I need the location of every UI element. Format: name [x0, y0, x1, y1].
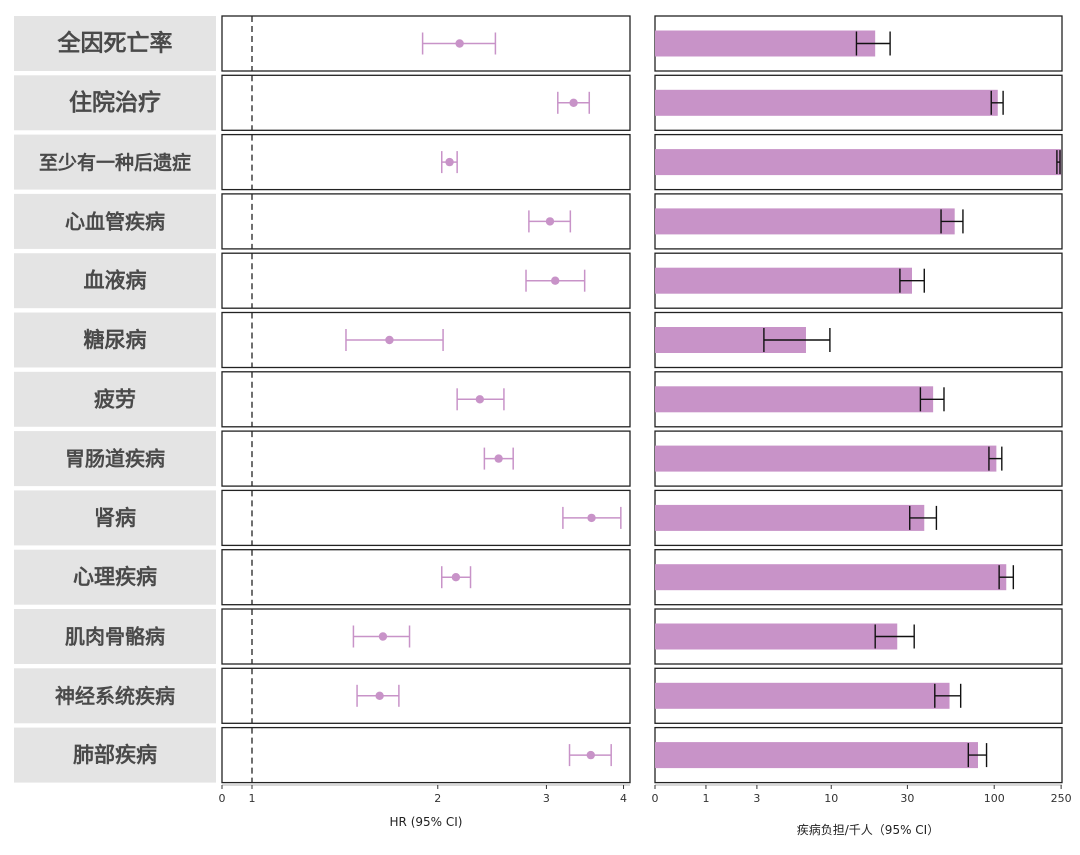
burden-tick-label: 10 — [824, 792, 838, 805]
row-label-box — [14, 16, 216, 71]
burden-bar — [655, 208, 955, 235]
row-label: 全因死亡率 — [57, 30, 173, 57]
hr-point — [545, 217, 555, 226]
hr-panel-frame — [221, 726, 631, 784]
hazard-ratio-panel — [221, 15, 631, 784]
hr-panel-frame — [221, 489, 631, 547]
hr-panel-frame — [221, 430, 631, 487]
row-label-box — [14, 253, 216, 309]
burden-bar — [655, 623, 898, 650]
row-label-box — [14, 312, 216, 368]
burden-bar — [655, 504, 925, 531]
burden-tick-label: 1 — [702, 792, 709, 805]
burden-bar — [655, 564, 1007, 591]
row-label-box — [14, 431, 216, 487]
row-label-box — [14, 609, 216, 664]
row-label: 住院治疗 — [69, 89, 161, 116]
hr-panel-frame — [221, 608, 631, 665]
burden-bar — [655, 445, 997, 472]
burden-tick-label: 3 — [753, 792, 760, 805]
row-label: 心理疾病 — [73, 565, 157, 589]
burden-bar — [655, 742, 978, 769]
hr-point — [451, 573, 461, 582]
hr-tick-label: 0 — [219, 792, 226, 805]
row-label: 神经系统疾病 — [55, 684, 175, 708]
row-label: 糖尿病 — [84, 328, 147, 352]
row-label-box — [14, 371, 216, 427]
row-label-box — [14, 727, 216, 783]
hr-point — [569, 98, 578, 108]
hr-point — [587, 513, 596, 523]
burden-tick-label: 30 — [900, 792, 914, 805]
hr-point — [494, 454, 503, 463]
row-label: 肺部疾病 — [73, 743, 157, 767]
row-label-box — [14, 75, 216, 131]
row-label: 肌肉骨骼病 — [65, 625, 165, 649]
burden-bar — [655, 30, 876, 57]
row-labels: 全因死亡率住院治疗至少有一种后遗症心血管疾病血液病糖尿病疲劳胃肠道疾病肾病心理疾… — [14, 16, 216, 783]
row-label-box — [14, 549, 216, 605]
hr-point — [455, 39, 464, 48]
hr-point — [586, 750, 595, 760]
hr-tick-label: 4 — [620, 792, 627, 805]
row-label: 疲劳 — [94, 387, 136, 411]
hr-point — [551, 276, 560, 285]
hr-x-axis: 0 1 2 3 4 — [219, 784, 630, 805]
row-label-box — [14, 193, 216, 249]
hr-point — [475, 395, 485, 404]
row-label-box — [14, 668, 216, 724]
hr-point — [385, 335, 394, 345]
burden-axis-title: 疾病负担/千人（95% CI） — [797, 822, 939, 837]
hr-panel-frame — [221, 371, 631, 428]
burden-bar — [655, 149, 1062, 176]
burden-bar — [655, 89, 998, 116]
burden-tick-label: 0 — [652, 792, 659, 805]
hr-tick-label: 2 — [434, 792, 441, 805]
hr-point — [445, 157, 454, 167]
burden-bar — [655, 386, 934, 413]
hr-axis-title: HR (95% CI) — [390, 815, 463, 829]
hr-tick-label: 1 — [249, 792, 256, 805]
hr-point — [378, 632, 388, 641]
burden-x-axis: 0 1 3 10 30 100 250 — [652, 784, 1072, 805]
row-label: 血液病 — [84, 269, 147, 293]
hr-tick-label: 3 — [543, 792, 550, 805]
hr-panel-frame — [221, 549, 631, 606]
row-label-box — [14, 490, 216, 546]
hr-point — [375, 691, 384, 700]
row-label: 心血管疾病 — [65, 209, 165, 233]
disease-burden-panel — [654, 15, 1063, 784]
burden-bar — [655, 267, 912, 294]
row-label-box — [14, 134, 216, 190]
hr-panel-frame — [221, 667, 631, 724]
burden-bar — [655, 682, 950, 709]
row-label: 肾病 — [94, 506, 136, 530]
burden-tick-label: 100 — [984, 792, 1005, 805]
row-label: 胃肠道疾病 — [65, 447, 165, 471]
row-label: 至少有一种后遗症 — [39, 151, 191, 174]
burden-tick-label: 250 — [1051, 792, 1072, 805]
hr-panel-frame — [221, 133, 631, 191]
